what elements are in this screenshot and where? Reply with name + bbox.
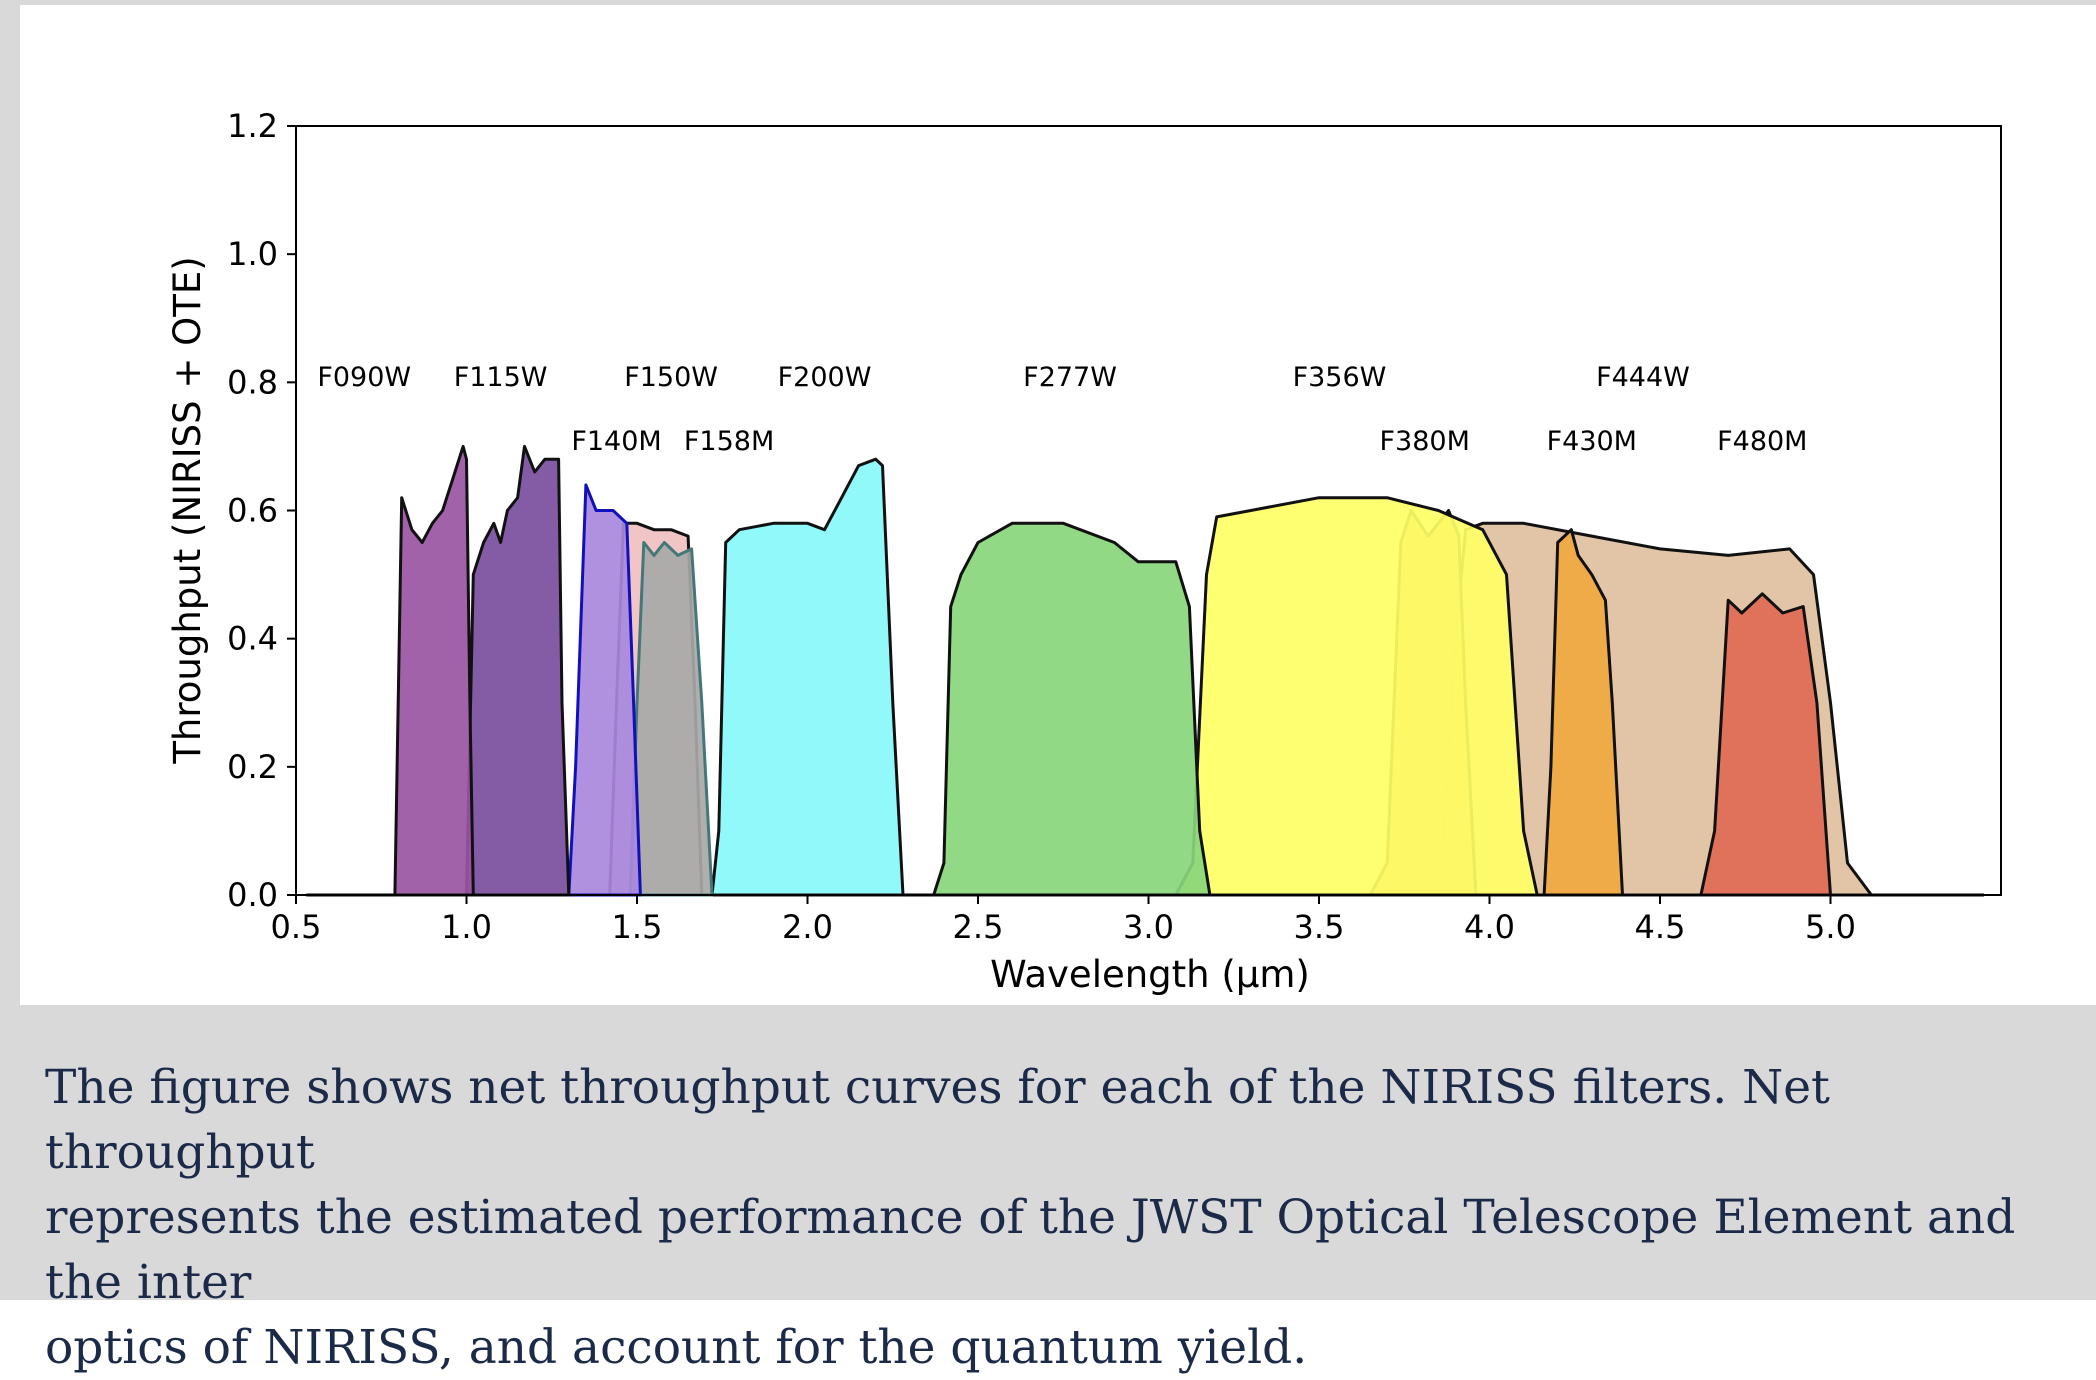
y-axis-label: Throughput (NIRISS + OTE): [166, 256, 209, 764]
filter-label-f140m: F140M: [571, 426, 661, 457]
x-axis-label: Wavelength (μm): [990, 953, 1310, 996]
series-f430m-area: [1542, 528, 1624, 897]
series-f200w-area: [710, 457, 905, 897]
series-f277w-area: [932, 521, 1212, 897]
y-tick-label: 0.2: [227, 748, 278, 786]
labels-layer: F090W F115W F150W F200W F277W F356W F444W F140M…: [317, 362, 1807, 457]
x-tick-label: 3.0: [1123, 908, 1174, 946]
x-tick-label: 0.5: [271, 908, 322, 946]
filter-label-f480m: F480M: [1717, 426, 1807, 457]
filter-label-f380m: F380M: [1380, 426, 1470, 457]
filter-label-f430m: F430M: [1547, 426, 1637, 457]
filter-label-f158m: F158M: [684, 426, 774, 457]
series-f158m-area: [628, 541, 714, 897]
x-tick-label: 2.5: [953, 908, 1004, 946]
filter-label-f356w: F356W: [1293, 362, 1387, 393]
filter-label-f115w: F115W: [454, 362, 548, 393]
series-layer: [306, 444, 1984, 897]
y-tick-label: 0.4: [227, 620, 278, 658]
x-tick-label: 3.5: [1294, 908, 1345, 946]
series-f356w-area: [1174, 496, 1539, 897]
series-f480m-area: [1699, 592, 1832, 897]
throughput-chart: 0.5 1.0 1.5 2.0 2.5 3.0 3.5 4.0 4.5 5.0 0.0 0.2 0.4 0…: [166, 107, 2002, 996]
series-f090w-area: [393, 444, 475, 897]
ticks-layer: 0.5 1.0 1.5 2.0 2.5 3.0 3.5 4.0 4.5 5.0 0.0 0.2 0.4 0…: [227, 107, 1856, 946]
x-tick-label: 4.5: [1635, 908, 1686, 946]
filter-label-f090w: F090W: [317, 362, 411, 393]
filter-label-f200w: F200W: [778, 362, 872, 393]
y-tick-label: 1.2: [227, 107, 278, 145]
x-tick-label: 1.0: [441, 908, 492, 946]
y-tick-label: 0.6: [227, 492, 278, 530]
filter-label-f277w: F277W: [1023, 362, 1117, 393]
series-f115w-area: [465, 444, 571, 897]
series-f140m-area: [567, 483, 642, 897]
y-tick-label: 0.0: [227, 876, 278, 914]
x-tick-label: 4.0: [1464, 908, 1515, 946]
figure-caption: The figure shows net throughput curves f…: [45, 1060, 2016, 1375]
x-tick-label: 2.0: [782, 908, 833, 946]
x-tick-label: 1.5: [612, 908, 663, 946]
filter-label-f150w: F150W: [624, 362, 718, 393]
y-tick-label: 0.8: [227, 363, 278, 401]
filter-label-f444w: F444W: [1596, 362, 1690, 393]
x-tick-label: 5.0: [1805, 908, 1856, 946]
y-tick-label: 1.0: [227, 235, 278, 273]
